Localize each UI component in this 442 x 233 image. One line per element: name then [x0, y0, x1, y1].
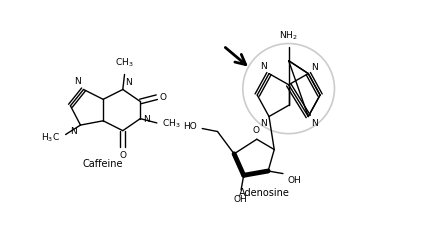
- Text: CH$_3$: CH$_3$: [162, 117, 181, 130]
- Text: O: O: [119, 151, 126, 160]
- Text: HO: HO: [183, 122, 197, 131]
- Text: N: N: [311, 63, 318, 72]
- Text: Adenosine: Adenosine: [239, 188, 290, 198]
- Text: CH$_3$: CH$_3$: [115, 57, 134, 69]
- Text: NH$_2$: NH$_2$: [279, 29, 298, 42]
- Text: N: N: [126, 78, 132, 87]
- Text: Caffeine: Caffeine: [83, 159, 123, 169]
- Text: N: N: [260, 119, 267, 128]
- Text: N: N: [70, 127, 77, 136]
- Text: N: N: [74, 77, 81, 86]
- Text: N: N: [143, 115, 150, 124]
- Text: O: O: [160, 93, 167, 102]
- Text: OH: OH: [288, 176, 301, 185]
- Text: N: N: [259, 62, 267, 71]
- Text: H$_3$C: H$_3$C: [42, 132, 61, 144]
- Text: OH: OH: [233, 195, 247, 204]
- Text: O: O: [252, 126, 259, 135]
- Text: N: N: [311, 119, 318, 128]
